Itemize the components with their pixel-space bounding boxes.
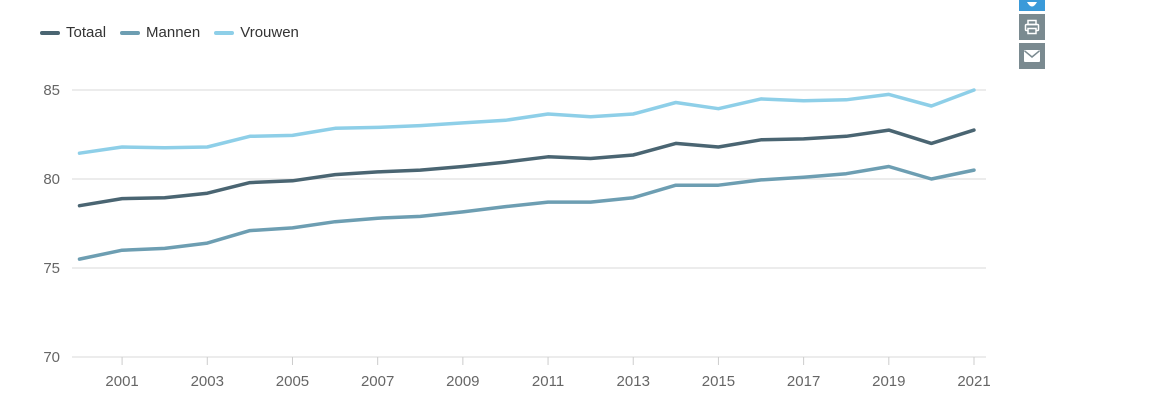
legend-label: Vrouwen [240,24,299,41]
x-tick-label: 2017 [787,373,820,390]
x-tick-label: 2001 [105,373,138,390]
email-button[interactable] [1019,43,1045,69]
legend-swatch [214,30,235,35]
x-tick-label: 2015 [702,373,735,390]
legend-item-vrouwen[interactable]: Vrouwen [214,24,299,41]
legend-swatch [120,30,141,35]
twitter-button[interactable] [1019,0,1045,11]
x-tick-label: 2011 [532,373,564,390]
share-toolbar [1019,0,1045,72]
x-tick-label: 2021 [957,373,990,390]
series-line-mannen [77,164,976,261]
mail-icon [1024,50,1040,62]
legend-item-mannen[interactable]: Mannen [120,24,200,41]
print-button[interactable] [1019,14,1045,40]
x-tick-label: 2019 [872,373,905,390]
series-line-totaal [77,128,976,208]
series-line-vrouwen [77,88,976,155]
x-tick-label: 2005 [276,373,309,390]
twitter-icon [1027,1,1037,6]
y-tick-label: 80 [43,171,60,188]
legend-swatch [40,30,60,35]
legend-label: Totaal [66,24,107,41]
chart-legend: Totaal Mannen Vrouwen [40,24,299,41]
y-tick-label: 85 [43,82,60,99]
y-tick-label: 75 [43,260,60,277]
y-tick-label: 70 [43,349,60,366]
x-tick-label: 2003 [191,373,224,390]
x-tick-label: 2007 [361,373,394,390]
legend-item-totaal[interactable]: Totaal [40,24,106,41]
legend-label: Mannen [146,24,201,41]
print-icon [1024,19,1040,35]
x-tick-label: 2013 [617,373,650,390]
x-tick-label: 2009 [446,373,479,390]
line-chart: 70 75 80 85 2001 2003 2005 2007 2009 2011 2013 2015… [43,82,990,390]
